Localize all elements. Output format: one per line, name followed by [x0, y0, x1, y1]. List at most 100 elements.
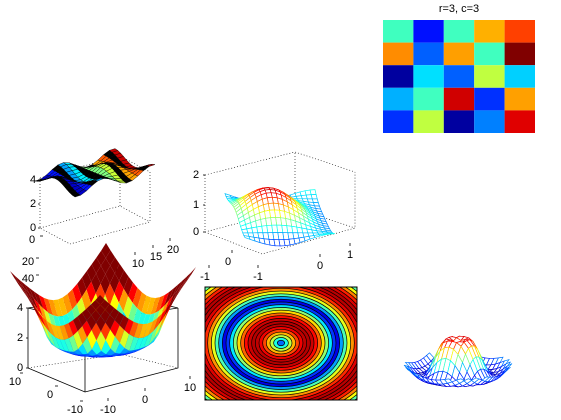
- surface-patch: [133, 323, 144, 339]
- surface-patch: [77, 312, 87, 327]
- tick-label: 1: [347, 249, 353, 261]
- heatmap-cell: [443, 110, 475, 133]
- surface-patch: [37, 310, 47, 329]
- surface-patch: [105, 304, 115, 315]
- surface-patch: [443, 378, 453, 384]
- heatmap-cell: [474, 87, 505, 111]
- surface-patch: [19, 285, 29, 299]
- surface-patch: [41, 315, 51, 334]
- tick-label: 20: [167, 244, 179, 256]
- tick-label: 4: [30, 174, 36, 186]
- heatmap-cell: [443, 87, 475, 111]
- surface-patch: [50, 323, 60, 340]
- surface-patch: [43, 297, 53, 316]
- surface-patch: [153, 318, 163, 340]
- surface-patch: [86, 315, 97, 330]
- heatmap-cell: [474, 20, 505, 43]
- heatmap-cell: [383, 42, 414, 66]
- tick-label: 20: [22, 256, 34, 268]
- surface-patch: [91, 257, 101, 274]
- surface-patch: [128, 282, 138, 303]
- surface-patch: [172, 284, 183, 301]
- surface-patch: [114, 311, 124, 326]
- surface-patch: [82, 337, 92, 354]
- tick-label: 0: [17, 362, 23, 374]
- surface-patch: [69, 353, 79, 356]
- surface-patch: [38, 294, 49, 313]
- tick-label: 2: [193, 169, 199, 181]
- surface-patch: [163, 303, 173, 323]
- surface-patch: [105, 283, 115, 307]
- surface-patch: [148, 325, 158, 346]
- surface-patch: [120, 353, 130, 356]
- surface-patch: [157, 307, 168, 326]
- surface-patch: [129, 348, 139, 354]
- surface-patch: [33, 298, 43, 318]
- surface-patch: [28, 293, 39, 311]
- surface-patch: [91, 340, 102, 355]
- heatmap-cell: [443, 42, 475, 66]
- surface-patch: [150, 297, 160, 315]
- surface-patch: [164, 288, 174, 306]
- tick-label: 15: [150, 251, 162, 263]
- tick-label: 0: [317, 260, 323, 272]
- surface-patch: [127, 302, 138, 325]
- surface-patch: [114, 263, 124, 281]
- surface-patch: [73, 354, 84, 357]
- surface-patch: [138, 323, 148, 339]
- surface-patch: [53, 299, 63, 317]
- surface-patch: [23, 290, 34, 306]
- surface-patch: [41, 321, 52, 342]
- heatmap-cell: [504, 110, 535, 133]
- surface-patch: [64, 350, 74, 355]
- surface-patch: [87, 329, 97, 350]
- tick-label: 10: [132, 258, 144, 270]
- surface-patch: [97, 356, 107, 358]
- surface-patch: [46, 328, 56, 348]
- surface-patch: [73, 316, 83, 332]
- surface-patch: [91, 273, 101, 294]
- surface-patch: [143, 331, 154, 348]
- surface-patch: [134, 337, 144, 351]
- surface-patch: [82, 271, 92, 290]
- surface-patch: [100, 274, 110, 295]
- surface-patch: [78, 354, 88, 357]
- surface-patch: [146, 297, 156, 315]
- surface-patch: [62, 293, 73, 314]
- surface-patch: [37, 314, 47, 335]
- surface-patch: [159, 292, 169, 311]
- heatmap-cell: [474, 42, 505, 66]
- surface-patch: [115, 353, 125, 356]
- surface-patch: [110, 257, 120, 274]
- surface-patch: [78, 343, 88, 355]
- surface-patch: [105, 329, 115, 349]
- surface-patch: [481, 376, 491, 382]
- heatmap-cell: [413, 65, 444, 88]
- axes-edge: [204, 151, 356, 176]
- surface-patch: [158, 311, 168, 332]
- surface-patch: [105, 250, 115, 266]
- surface-patch: [64, 338, 74, 352]
- tick-label: 2: [30, 198, 36, 210]
- surface-patch: [177, 276, 187, 290]
- surface-patch: [118, 288, 129, 312]
- surface-patch: [101, 340, 111, 355]
- surface-patch: [100, 299, 110, 310]
- surface-patch: [77, 277, 87, 298]
- surface-patch: [137, 292, 147, 313]
- tick-label: 0: [193, 226, 199, 238]
- heatmap-cell: [383, 65, 414, 88]
- surface-patch: [50, 333, 61, 350]
- surface-patch: [19, 283, 29, 297]
- surface-patch: [86, 264, 97, 282]
- surface-patch: [120, 348, 130, 354]
- surface-patch: [101, 354, 111, 358]
- surface-patch: [123, 296, 133, 320]
- surface-patch: [168, 289, 178, 308]
- panel-title: r=3, c=3: [439, 3, 479, 15]
- surface-patch: [146, 164, 156, 167]
- surface-patch: [14, 275, 25, 289]
- heatmap-cell: [413, 110, 444, 133]
- tick-label: 0: [142, 394, 148, 406]
- surface-patch: [59, 339, 70, 352]
